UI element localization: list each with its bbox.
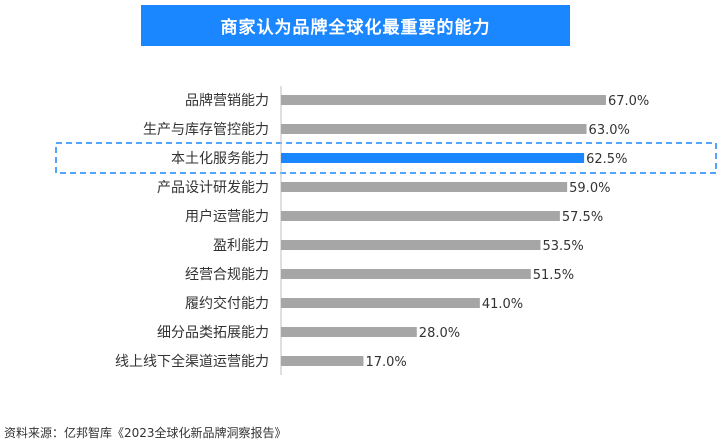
category-label: 经营合规能力: [185, 267, 269, 283]
bar: [281, 240, 541, 250]
category-label: 细分品类拓展能力: [157, 325, 269, 341]
category-label: 盈利能力: [213, 238, 269, 254]
category-label: 本土化服务能力: [171, 151, 269, 167]
value-label: 28.0%: [419, 326, 460, 341]
value-label: 51.5%: [533, 268, 574, 283]
value-label: 17.0%: [365, 355, 406, 370]
bar: [281, 124, 587, 134]
value-label: 62.5%: [586, 152, 627, 167]
category-label: 用户运营能力: [185, 208, 269, 225]
chart-title-box: 商家认为品牌全球化最重要的能力: [141, 5, 570, 46]
value-label: 57.5%: [562, 210, 603, 225]
value-label: 53.5%: [542, 239, 583, 254]
bar-chart: 品牌营销能力 67.0% 生产与库存管控能力 63.0% 本土化服务能力 62.5% 产品设…: [55, 86, 717, 375]
bar: [281, 211, 560, 221]
value-label: 67.0%: [608, 94, 649, 109]
bar: [281, 182, 568, 192]
category-label: 履约交付能力: [185, 295, 269, 312]
bar: [281, 153, 585, 163]
value-label: 63.0%: [589, 123, 630, 138]
chart-title: 商家认为品牌全球化最重要的能力: [220, 18, 491, 38]
value-label: 59.0%: [569, 181, 610, 196]
highlight-box: [55, 142, 717, 174]
category-label: 产品设计研发能力: [157, 180, 269, 196]
bar: [281, 356, 364, 366]
bar: [281, 298, 480, 308]
bar: [281, 269, 531, 279]
value-label: 41.0%: [482, 297, 523, 312]
category-label: 线上线下全渠道运营能力: [115, 353, 269, 370]
bar: [281, 327, 417, 337]
category-label: 生产与库存管控能力: [143, 122, 269, 138]
source-note: 资料来源：亿邦智库《2023全球化新品牌洞察报告》: [4, 426, 287, 440]
category-label: 品牌营销能力: [185, 92, 269, 109]
bar: [281, 95, 606, 105]
